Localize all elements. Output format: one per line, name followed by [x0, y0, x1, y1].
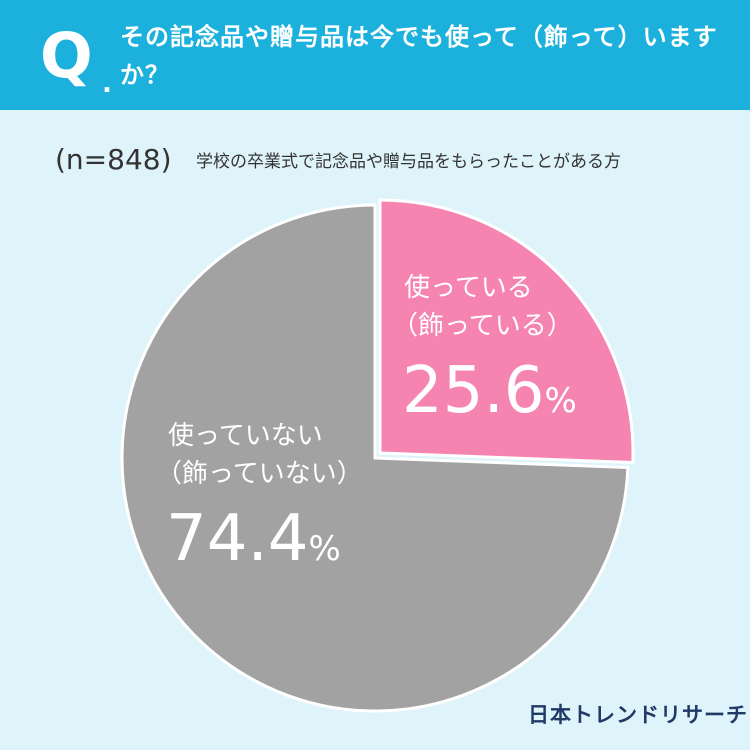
slice-sublabel-not-used: （飾っていない） — [156, 459, 363, 489]
pie-slice-used — [378, 198, 635, 465]
sample-size: (n=848) — [55, 143, 172, 176]
q-letter: Q — [40, 19, 93, 92]
question-text: その記念品や贈与品は今でも使って（飾って）いますか？ — [120, 23, 718, 89]
slice-sublabel-used: （飾っている） — [392, 311, 573, 341]
slice-label-used: 使っている — [404, 273, 533, 303]
question-banner: Q . その記念品や贈与品は今でも使って（飾って）いますか？ — [0, 0, 750, 110]
q-mark: Q . — [40, 16, 118, 99]
brand-logo: 日本トレンドリサーチ — [528, 703, 748, 727]
slice-label-not-used: 使っていない — [168, 421, 323, 451]
slice-value-not-used: 74.4% — [166, 504, 341, 584]
value-number: 74.4 — [166, 502, 309, 576]
value-number: 25.6 — [402, 354, 545, 428]
chart-subtitle: 学校の卒業式で記念品や贈与品をもらったことがある方 — [196, 152, 621, 172]
pie-slice-not-used — [120, 203, 630, 713]
slice-value-used: 25.6% — [402, 356, 577, 436]
percent-sign: % — [544, 381, 577, 421]
percent-sign: % — [308, 529, 341, 569]
q-dot: . — [102, 69, 112, 99]
